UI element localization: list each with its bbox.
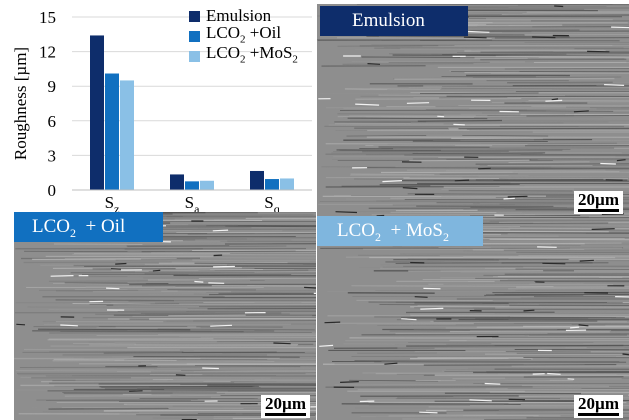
sem-texture-emulsion bbox=[317, 4, 629, 216]
scale-bar-line-lco2-oil bbox=[265, 413, 306, 416]
scale-bar-line-lco2-mos2 bbox=[578, 413, 619, 416]
bar-Sz-emulsion bbox=[90, 35, 104, 190]
x-tick-label-Sa: Sa bbox=[185, 193, 200, 214]
legend-swatch-emulsion bbox=[189, 10, 200, 22]
y-tick-label-9: 9 bbox=[48, 77, 57, 96]
bar-Sz-lco-mos- bbox=[120, 80, 134, 190]
sem-image-emulsion: Emulsion 20µm bbox=[317, 4, 629, 216]
scale-bar-label-emulsion: 20µm bbox=[578, 190, 619, 209]
legend-label-lco2-oil: LCO2 +Oil bbox=[206, 22, 282, 46]
scale-bar-label-lco2-mos2: 20µm bbox=[578, 394, 619, 413]
panel-label-emulsion: Emulsion bbox=[320, 6, 468, 36]
y-tick-label-0: 0 bbox=[48, 181, 57, 200]
x-tick-label-Sz: Sz bbox=[105, 193, 120, 214]
y-tick-label-15: 15 bbox=[39, 8, 56, 27]
legend-label-emulsion: Emulsion bbox=[206, 6, 272, 25]
x-tick-label-Sq: Sq bbox=[264, 193, 279, 214]
legend-item-lco2-oil: LCO2 +Oil bbox=[189, 22, 298, 46]
y-tick-label-12: 12 bbox=[39, 43, 56, 62]
panel-label-lco2-oil: LCO2 + Oil bbox=[14, 212, 163, 242]
bar-Sq-lco-oil bbox=[265, 179, 279, 190]
sem-texture-lco2-oil bbox=[14, 212, 316, 420]
scale-bar-lco2-oil: 20µm bbox=[261, 395, 310, 418]
sem-texture-lco2-mos2 bbox=[317, 216, 629, 420]
chart-legend: Emulsion LCO2 +Oil LCO2 +MoS2 bbox=[189, 6, 298, 66]
sem-image-lco2-oil: LCO2 + Oil 20µm bbox=[14, 212, 316, 420]
panel-label-lco2-mos2: LCO2 + MoS2 bbox=[317, 216, 483, 246]
bar-Sa-lco-oil bbox=[185, 181, 199, 190]
scale-bar-lco2-mos2: 20µm bbox=[574, 395, 623, 418]
bar-Sz-lco-oil bbox=[105, 73, 119, 190]
y-tick-label-3: 3 bbox=[48, 146, 57, 165]
scale-bar-emulsion: 20µm bbox=[574, 191, 623, 214]
bar-Sq-lco-mos- bbox=[280, 178, 294, 190]
bar-Sa-lco-mos- bbox=[200, 180, 214, 190]
scale-bar-label-lco2-oil: 20µm bbox=[265, 394, 306, 413]
legend-item-emulsion: Emulsion bbox=[189, 6, 298, 26]
scale-bar-line-emulsion bbox=[578, 209, 619, 212]
sem-image-lco2-mos2: LCO2 + MoS2 20µm bbox=[317, 216, 629, 420]
legend-swatch-lco2-oil bbox=[189, 30, 200, 42]
legend-item-lco2-mos2: LCO2 +MoS2 bbox=[189, 42, 298, 66]
y-tick-label-6: 6 bbox=[48, 112, 57, 131]
legend-label-lco2-mos2: LCO2 +MoS2 bbox=[206, 42, 298, 66]
bar-Sq-emulsion bbox=[250, 170, 264, 190]
y-axis-label: Roughness [µm] bbox=[11, 47, 30, 160]
legend-swatch-lco2-mos2 bbox=[189, 50, 200, 62]
roughness-bar-chart: 0 3 6 9 12 15 Roughness [µm] Sz Sa Sq bbox=[11, 8, 312, 214]
bar-Sa-emulsion bbox=[170, 174, 184, 190]
roughness-chart: 0 3 6 9 12 15 Roughness [µm] Sz Sa Sq Emulsion LC… bbox=[0, 0, 316, 214]
